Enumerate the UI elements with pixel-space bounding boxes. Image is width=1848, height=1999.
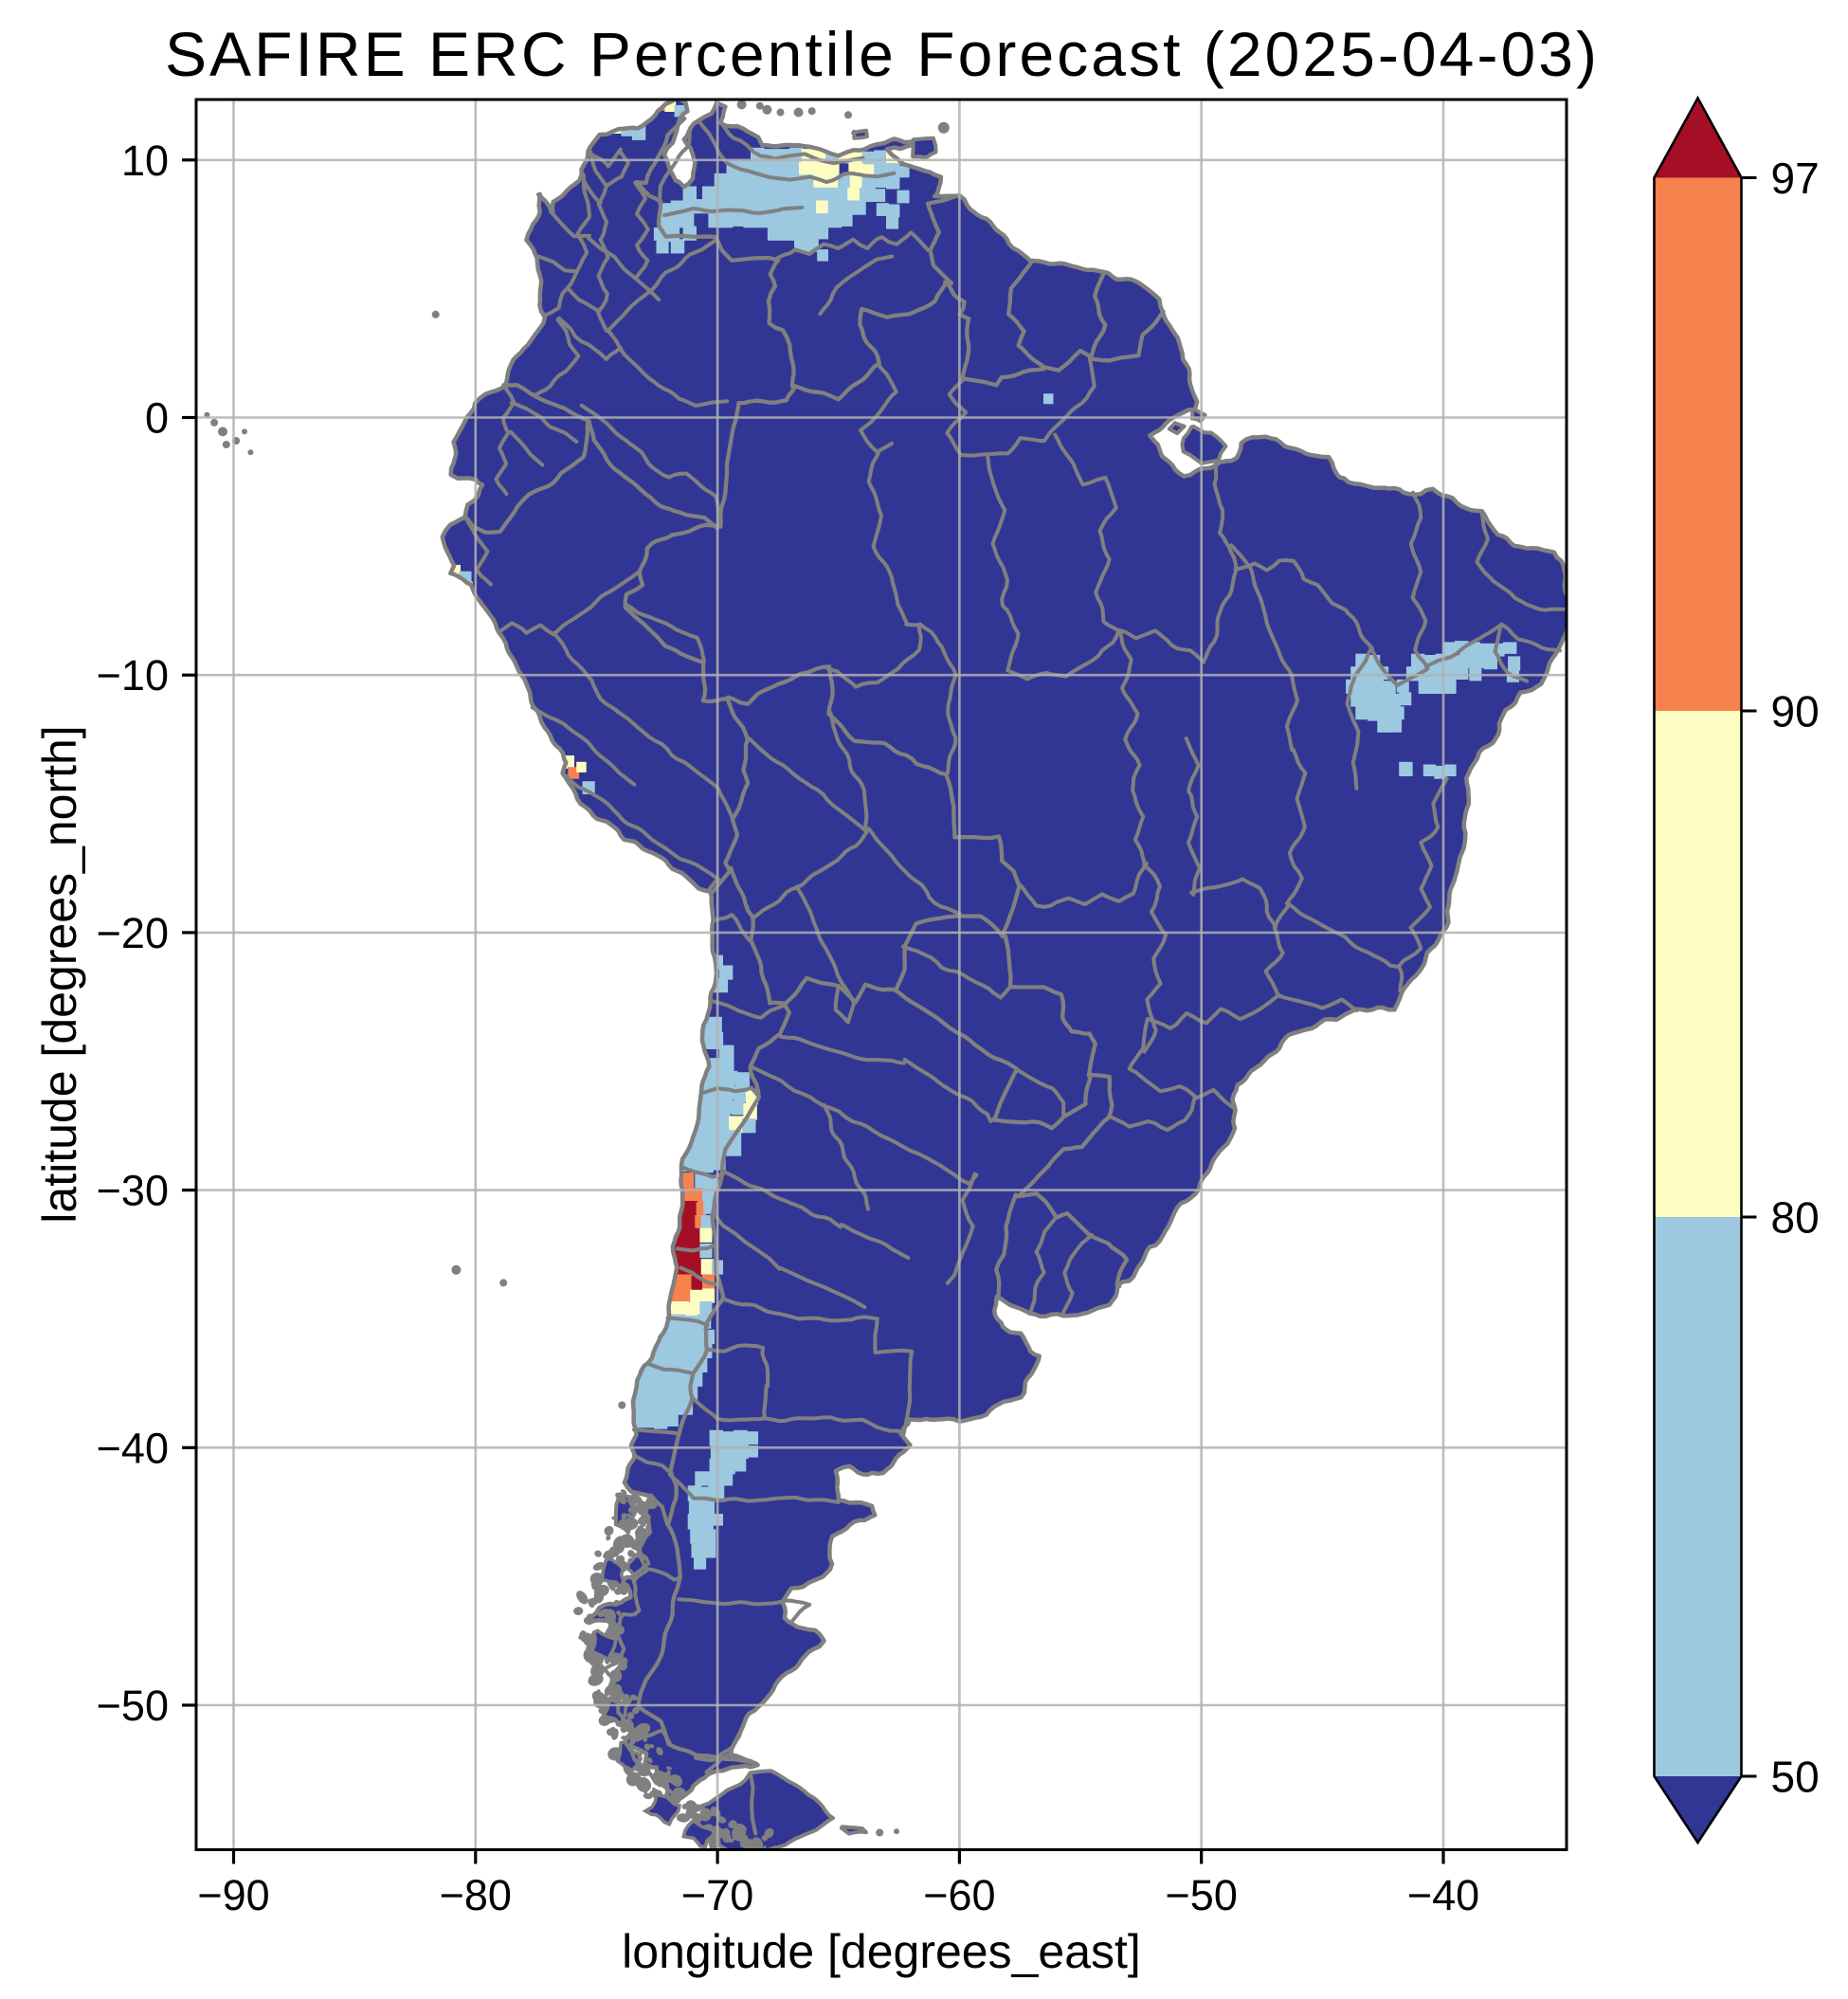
svg-text:−60: −60 bbox=[923, 1871, 995, 1919]
svg-text:−40: −40 bbox=[1407, 1871, 1479, 1919]
svg-text:−30: −30 bbox=[97, 1167, 169, 1215]
svg-text:0: 0 bbox=[145, 394, 169, 443]
svg-text:−40: −40 bbox=[97, 1424, 169, 1472]
svg-text:latitude [degrees_north]: latitude [degrees_north] bbox=[33, 725, 86, 1223]
svg-text:50: 50 bbox=[1771, 1753, 1820, 1802]
svg-text:−10: −10 bbox=[97, 651, 169, 700]
svg-text:97: 97 bbox=[1771, 154, 1820, 203]
svg-text:10: 10 bbox=[121, 136, 169, 185]
svg-text:−20: −20 bbox=[97, 909, 169, 957]
svg-text:−50: −50 bbox=[97, 1681, 169, 1730]
svg-text:−70: −70 bbox=[681, 1871, 753, 1919]
svg-text:90: 90 bbox=[1771, 687, 1820, 736]
svg-text:−90: −90 bbox=[197, 1871, 269, 1919]
svg-text:longitude [degrees_east]: longitude [degrees_east] bbox=[622, 1925, 1141, 1978]
svg-text:80: 80 bbox=[1771, 1193, 1820, 1243]
svg-text:SAFIRE ERC Percentile Forecast: SAFIRE ERC Percentile Forecast (2025-04-… bbox=[165, 19, 1600, 89]
svg-text:−80: −80 bbox=[440, 1871, 512, 1919]
svg-text:−50: −50 bbox=[1166, 1871, 1238, 1919]
